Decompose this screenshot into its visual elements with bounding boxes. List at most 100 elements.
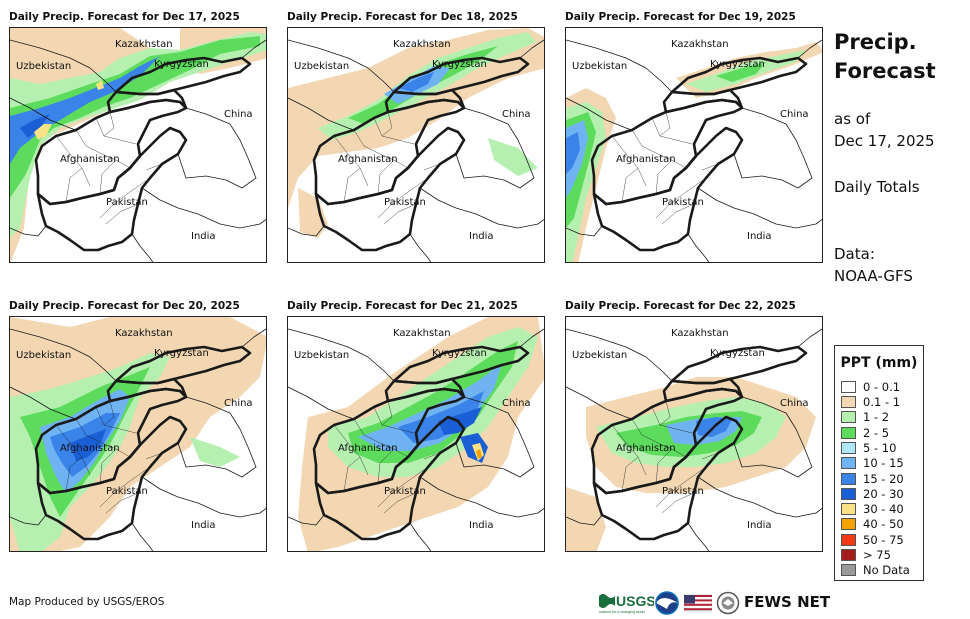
label-kazakhstan: Kazakhstan [115,328,173,339]
border-line [36,415,188,541]
border-line [55,400,137,492]
border-line [288,386,355,420]
label-kyrgyzstan: Kyrgyzstan [432,348,487,359]
border-line [566,97,633,131]
border-line [333,111,415,203]
legend-swatch [841,488,856,500]
legend-label: 2 - 5 [863,426,890,440]
legend-label: 40 - 50 [863,517,904,531]
boundaries [566,328,822,551]
precip-area [716,62,766,82]
border-line [99,452,163,514]
border-line [10,97,77,131]
precip-area [438,407,482,435]
border-line [733,396,813,478]
legend-swatch [841,564,856,576]
legend-swatch [841,549,856,561]
border-line [377,452,441,514]
legend-label: 10 - 15 [863,456,904,470]
legend: PPT (mm) 0 - 0.1 0.1 - 1 1 - 2 2 - 5 5 -… [834,345,924,581]
label-india: India [469,520,494,531]
border-line [106,88,188,114]
border-line [611,400,693,492]
border-line [288,514,325,526]
label-afghanistan: Afghanistan [60,154,120,165]
boundaries [288,328,544,551]
border-line [10,514,47,526]
boundaries [10,39,266,262]
border-line [566,328,673,382]
noaa-logo-icon [655,591,679,615]
border-line [384,88,466,114]
border-line [55,111,137,203]
border-line [241,328,266,348]
label-pakistan: Pakistan [106,197,148,208]
precip-area [566,132,580,174]
legend-swatch [841,381,856,393]
precip-area [398,391,484,443]
boundaries [566,39,822,262]
legend-swatch [841,503,856,515]
border-line [10,225,47,237]
label-india: India [191,231,216,242]
main-title-line1: Precip. [834,30,917,54]
label-uzbekistan: Uzbekistan [572,350,628,361]
border-line [455,396,535,478]
label-india: India [747,231,772,242]
precip-area [288,28,544,208]
label-pakistan: Pakistan [662,486,704,497]
as-of-label: as of Dec 17, 2025 [834,108,935,152]
border-line [288,225,325,237]
legend-label: > 75 [863,548,891,562]
label-uzbekistan: Uzbekistan [294,350,350,361]
as-of-line1: as of [834,110,871,128]
border-line [519,39,544,59]
border-line [733,107,813,189]
label-kazakhstan: Kazakhstan [115,39,173,50]
border-line [10,39,117,93]
border-line [566,39,673,93]
border-line [288,97,355,131]
border-line [141,187,266,229]
border-line [177,107,257,189]
precip-area [488,138,538,176]
label-kyrgyzstan: Kyrgyzstan [710,348,765,359]
legend-label: 1 - 2 [863,410,890,424]
label-afghanistan: Afghanistan [338,154,398,165]
border-line [314,415,466,541]
label-kazakhstan: Kazakhstan [393,328,451,339]
usaid-seal-icon [716,591,740,615]
border-line [592,415,744,541]
border-line [177,396,257,478]
label-kazakhstan: Kazakhstan [393,39,451,50]
precip-area [70,429,106,461]
border-line [611,111,693,203]
fews-net-logo: FEWS NET [744,593,831,611]
legend-label: 5 - 10 [863,441,897,455]
precip-area [96,80,104,90]
legend-label: 15 - 20 [863,472,904,486]
legend-swatch [841,518,856,530]
legend-label: 0 - 0.1 [863,380,901,394]
border-line [566,514,603,526]
border-line [409,522,432,551]
border-line [333,400,415,492]
precip-area [10,56,160,164]
border-line [519,328,544,348]
border-line [131,233,154,262]
precip-area [20,114,50,138]
label-china: China [780,398,809,409]
main-title-line2: Forecast [834,59,936,83]
border-line [566,386,633,420]
label-pakistan: Pakistan [106,486,148,497]
precip-area [476,449,482,459]
label-india: India [191,520,216,531]
usgs-wordmark: USGS [616,593,654,609]
border-line [409,233,432,262]
label-uzbekistan: Uzbekistan [16,61,72,72]
legend-swatch [841,442,856,454]
border-line [141,476,266,518]
forecast-map-1: Kazakhstan Uzbekistan Kyrgyzstan China A… [9,27,267,263]
legend-swatch [841,427,856,439]
label-china: China [780,109,809,120]
